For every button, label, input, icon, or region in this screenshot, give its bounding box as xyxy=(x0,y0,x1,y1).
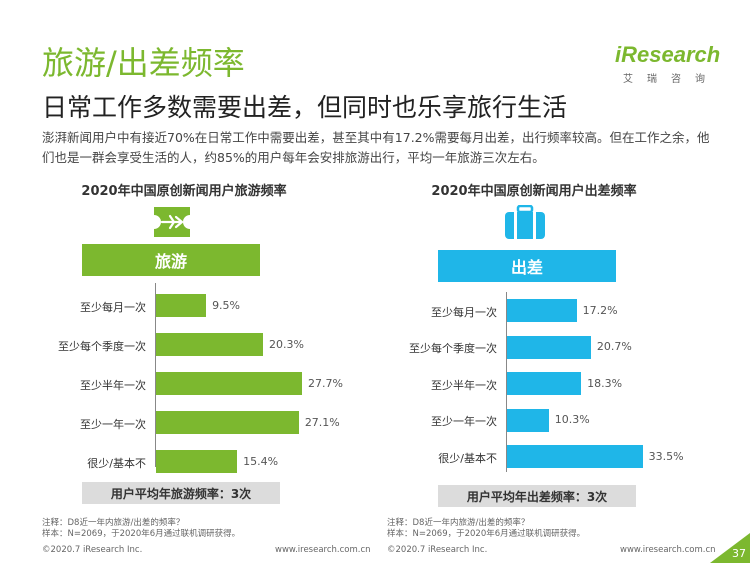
travel-bar xyxy=(156,294,207,317)
business-category-label: 至少一年一次 xyxy=(431,415,497,428)
travel-category-label: 至少每月一次 xyxy=(80,300,146,314)
left-note: 注释：D8近一年内旅游/出差的频率？ 样本：N=2069，于2020年6月通过联… xyxy=(42,518,240,540)
business-category-label: 至少每月一次 xyxy=(431,305,497,319)
body-text: 澎湃新闻用户中有接近70%在日常工作中需要出差，甚至其中有17.2%需要每月出差… xyxy=(42,130,710,165)
footer-copyright-right: ©2020.7 iResearch Inc. xyxy=(387,545,488,555)
business-value-label: 33.5% xyxy=(648,449,684,463)
business-category-label: 至少半年一次 xyxy=(431,378,497,392)
travel-bar xyxy=(156,411,299,434)
suitcase-icon xyxy=(503,204,547,245)
business-bar xyxy=(507,299,577,322)
logo-chinese: 艾瑞咨询 xyxy=(623,74,719,85)
travel-category-label: 至少半年一次 xyxy=(80,378,146,392)
travel-chart-title: 2020年中国原创新闻用户旅游频率 xyxy=(81,184,287,199)
business-chart-title: 2020年中国原创新闻用户出差频率 xyxy=(431,184,637,199)
business-value-label: 20.7% xyxy=(596,340,632,353)
iresearch-logo: iResearch 艾瑞咨询 xyxy=(615,42,721,85)
page-number: 37 xyxy=(732,547,746,560)
left-note-line-2: 样本：N=2069，于2020年6月通过联机调研获得。 xyxy=(42,529,241,539)
travel-bar xyxy=(156,372,302,395)
business-bar xyxy=(507,445,643,468)
travel-axis xyxy=(155,283,156,467)
travel-category-label: 至少每个季度一次 xyxy=(58,339,146,353)
travel-value-label: 20.3% xyxy=(268,337,304,351)
travel-summary: 用户平均年旅游频率：3次 xyxy=(82,482,280,504)
business-bar xyxy=(507,408,549,432)
travel-value-label: 15.4% xyxy=(243,454,279,468)
airplane-ticket-icon xyxy=(152,205,192,243)
footer-site-left: www.iresearch.com.cn xyxy=(275,545,371,555)
business-category-label: 至少每个季度一次 xyxy=(409,342,497,355)
business-value-label: 17.2% xyxy=(582,303,618,317)
business-summary: 用户平均年出差频率：3次 xyxy=(438,485,636,507)
business-category-label: 很少/基本不 xyxy=(438,451,497,465)
right-note-line-2: 样本：N=2069，于2020年6月通过联机调研获得。 xyxy=(387,529,586,539)
travel-bar xyxy=(156,333,263,356)
page-subtitle: 日常工作多数需要出差，但同时也乐享旅行生活 xyxy=(42,93,568,122)
travel-category-label: 至少一年一次 xyxy=(80,417,146,431)
page-title: 旅游/出差频率 xyxy=(42,44,245,82)
business-axis xyxy=(506,292,507,472)
travel-value-label: 9.5% xyxy=(212,298,241,312)
footer-copyright-left: ©2020.7 iResearch Inc. xyxy=(42,545,143,555)
business-banner: 出差 xyxy=(438,250,616,282)
page-number-corner: 37 xyxy=(710,533,750,563)
business-bar xyxy=(507,372,582,395)
travel-bar xyxy=(156,450,238,473)
business-bar xyxy=(507,335,591,359)
travel-value-label: 27.1% xyxy=(304,415,340,429)
business-value-label: 10.3% xyxy=(554,413,590,426)
travel-category-label: 很少/基本不 xyxy=(87,456,146,470)
travel-value-label: 27.7% xyxy=(307,376,343,390)
footer-site-right: www.iresearch.com.cn xyxy=(620,545,716,555)
right-note: 注释：D8近一年内旅游/出差的频率？ 样本：N=2069，于2020年6月通过联… xyxy=(387,518,585,540)
left-note-line-1: 注释：D8近一年内旅游/出差的频率？ xyxy=(42,518,185,528)
logo-wordmark: iResearch xyxy=(615,42,721,67)
travel-banner: 旅游 xyxy=(82,244,260,276)
business-value-label: 18.3% xyxy=(587,376,623,390)
right-note-line-1: 注释：D8近一年内旅游/出差的频率？ xyxy=(387,518,530,528)
